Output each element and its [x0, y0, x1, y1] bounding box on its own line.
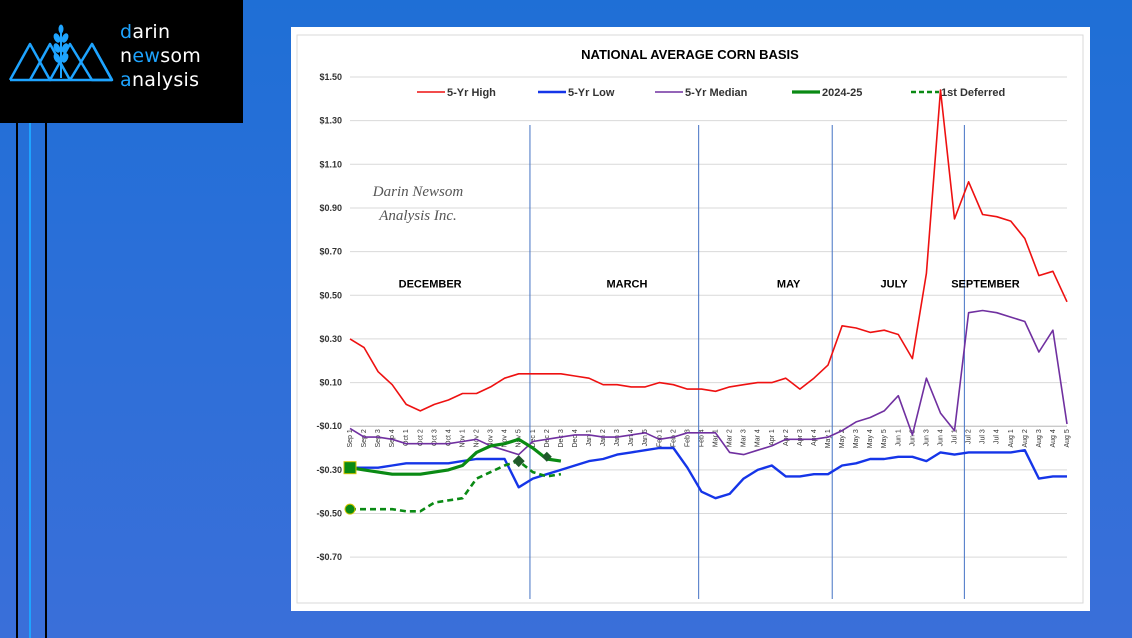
- x-tick-label: May 2: [839, 429, 846, 448]
- logo-text-part: nalysis: [131, 69, 200, 91]
- x-tick-label: Feb 3: [684, 429, 691, 447]
- x-tick-label: Jun 2: [909, 429, 916, 446]
- x-tick-label: May 4: [867, 429, 874, 448]
- logo-panel: darin newsom analysis: [0, 0, 243, 123]
- y-tick-label: -$0.70: [316, 552, 342, 562]
- y-tick-label: -$0.50: [316, 509, 342, 519]
- x-tick-label: May 3: [853, 429, 860, 448]
- legend-label-low: 5-Yr Low: [568, 87, 615, 99]
- logo-text-part: n: [120, 45, 133, 67]
- x-tick-label: Feb 1: [656, 429, 663, 447]
- legend-label-deferred: 1st Deferred: [941, 87, 1005, 99]
- x-tick-label: Oct 3: [431, 429, 438, 446]
- x-tick-label: Oct 2: [417, 429, 424, 446]
- wheat-mountain-icon: [8, 24, 114, 82]
- x-tick-label: Aug 4: [1050, 429, 1057, 447]
- x-tick-label: Jan 4: [628, 429, 635, 446]
- x-tick-label: May 5: [881, 429, 888, 448]
- y-tick-label: $0.70: [319, 247, 342, 257]
- x-tick-label: May 1: [825, 429, 832, 448]
- x-tick-label: Feb 4: [698, 429, 705, 447]
- x-tick-label: Sep 3: [375, 429, 382, 447]
- chart-panel: NATIONAL AVERAGE CORN BASIS Darin Newsom…: [291, 27, 1090, 611]
- watermark-line-2: Analysis Inc.: [378, 208, 456, 224]
- legend-label-median: 5-Yr Median: [685, 87, 748, 99]
- x-tick-label: Jan 5: [642, 429, 649, 446]
- y-tick-label: $0.10: [319, 378, 342, 388]
- watermark-line-1: Darin Newsom: [372, 184, 464, 200]
- x-tick-label: Feb 2: [670, 429, 677, 447]
- x-tick-label: Mar 3: [741, 429, 748, 447]
- logo-wordmark: darin newsom analysis: [120, 20, 201, 92]
- decorative-line: [16, 123, 18, 638]
- logo-letter: ew: [132, 45, 161, 67]
- series-marker-diamond: [541, 451, 552, 462]
- y-tick-label: $0.90: [319, 203, 342, 213]
- x-tick-label: Apr 1: [769, 429, 776, 446]
- series-line-deferred: [350, 459, 562, 513]
- x-tick-label: Oct 1: [403, 429, 410, 446]
- x-tick-label: Aug 3: [1036, 429, 1043, 447]
- corn-basis-chart: NATIONAL AVERAGE CORN BASIS Darin Newsom…: [296, 34, 1084, 604]
- x-tick-label: Nov 3: [488, 429, 495, 447]
- x-tick-label: Aug 2: [1022, 429, 1029, 447]
- x-tick-label: Aug 5: [1064, 429, 1071, 447]
- y-tick-label: $0.30: [319, 334, 342, 344]
- x-tick-label: Apr 2: [783, 429, 790, 446]
- series-marker-diamond: [512, 455, 525, 468]
- y-tick-label: $1.10: [319, 159, 342, 169]
- x-tick-label: Nov 4: [502, 429, 509, 447]
- series-line-median: [349, 309, 1068, 456]
- x-tick-label: Sep 2: [361, 429, 368, 447]
- y-tick-label: $0.50: [319, 290, 342, 300]
- x-tick-label: Nov 1: [459, 429, 466, 447]
- x-tick-label: Jul 4: [994, 429, 1001, 444]
- x-tick-label: Jun 1: [895, 429, 902, 446]
- x-tick-label: Sep 4: [389, 429, 396, 447]
- series-start-marker-deferred: [344, 503, 356, 515]
- x-tick-label: Mar 1: [713, 429, 720, 447]
- chart-title: NATIONAL AVERAGE CORN BASIS: [581, 47, 799, 62]
- x-tick-label: Jun 4: [937, 429, 944, 446]
- x-tick-label: Aug 1: [1008, 429, 1015, 447]
- logo-letter: d: [120, 21, 133, 43]
- x-tick-label: Mar 4: [755, 429, 762, 447]
- x-tick-label: Jul 3: [980, 429, 987, 444]
- logo-letter: a: [120, 69, 132, 91]
- y-tick-label: $1.50: [319, 72, 342, 82]
- x-tick-label: Dec 4: [572, 429, 579, 447]
- y-tick-label: -$0.10: [316, 421, 342, 431]
- contract-month-label: JULY: [881, 278, 909, 290]
- x-tick-label: Jul 1: [952, 429, 959, 444]
- x-tick-label: Dec 1: [530, 429, 537, 447]
- y-tick-label: $1.30: [319, 116, 342, 126]
- decorative-line: [45, 123, 47, 638]
- chart-border: [296, 34, 1084, 604]
- contract-month-label: SEPTEMBER: [951, 278, 1020, 290]
- x-tick-label: Oct 4: [445, 429, 452, 446]
- x-tick-label: Sep 1: [347, 429, 354, 447]
- logo-text-part: arin: [132, 21, 171, 43]
- contract-month-label: DECEMBER: [399, 278, 462, 290]
- y-tick-label: -$0.30: [316, 465, 342, 475]
- x-tick-label: Dec 3: [558, 429, 565, 447]
- x-tick-label: Jan 1: [586, 429, 593, 446]
- x-tick-label: Apr 4: [811, 429, 818, 446]
- series-line-low: [350, 446, 1067, 500]
- contract-month-label: MARCH: [606, 278, 647, 290]
- logo-text-part: som: [160, 45, 202, 67]
- contract-month-label: MAY: [777, 278, 801, 290]
- legend-label-high: 5-Yr High: [447, 87, 496, 99]
- x-tick-label: Nov 2: [474, 429, 481, 447]
- series-start-marker-current: [343, 461, 357, 475]
- series-line-high: [349, 89, 1068, 412]
- x-tick-label: Jul 2: [966, 429, 973, 444]
- x-tick-label: Apr 3: [797, 429, 804, 446]
- legend-label-current: 2024-25: [822, 87, 862, 99]
- series-line-current: [349, 437, 562, 476]
- x-tick-label: Dec 2: [544, 429, 551, 447]
- x-tick-label: Mar 2: [727, 429, 734, 447]
- x-tick-label: Jun 3: [923, 429, 930, 446]
- decorative-line: [29, 123, 31, 638]
